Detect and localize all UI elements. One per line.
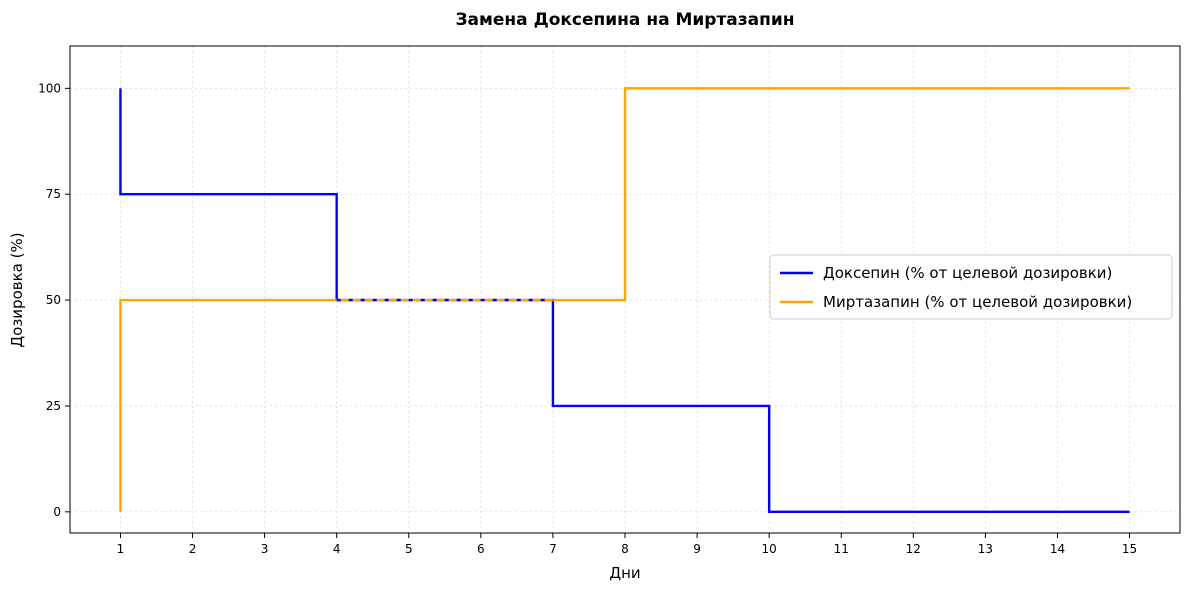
x-tick-label: 13 xyxy=(978,542,993,556)
x-axis-ticks: 1 2 3 4 5 6 7 8 9 10 11 12 13 14 15 xyxy=(117,533,1137,556)
x-tick-label: 9 xyxy=(693,542,701,556)
x-tick-label: 11 xyxy=(834,542,849,556)
series-lines xyxy=(119,87,1130,514)
x-tick-label: 6 xyxy=(477,542,485,556)
series-line-2 xyxy=(119,87,1130,512)
legend-frame xyxy=(769,254,1173,320)
y-tick-label: 50 xyxy=(46,293,61,307)
legend-label-1: Доксепин (% от целевой дозировки) xyxy=(823,264,1112,282)
y-tick-label: 75 xyxy=(46,187,61,201)
x-axis-label: Дни xyxy=(609,564,640,582)
x-tick-label: 4 xyxy=(333,542,341,556)
y-tick-label: 100 xyxy=(38,81,61,95)
x-tick-label: 3 xyxy=(261,542,269,556)
x-tick-label: 10 xyxy=(762,542,777,556)
x-tick-label: 15 xyxy=(1122,542,1137,556)
x-tick-label: 2 xyxy=(189,542,197,556)
y-tick-label: 25 xyxy=(46,399,61,413)
chart-title: Замена Доксепина на Миртазапин xyxy=(455,10,794,30)
legend-label-2: Миртазапин (% от целевой дозировки) xyxy=(823,293,1132,311)
y-tick-label: 0 xyxy=(53,505,61,519)
x-tick-label: 5 xyxy=(405,542,413,556)
x-tick-label: 12 xyxy=(906,542,921,556)
legend: Доксепин (% от целевой дозировки) Миртаза… xyxy=(769,254,1173,320)
y-axis-label: Дозировка (%) xyxy=(8,232,26,347)
x-tick-label: 8 xyxy=(621,542,629,556)
y-axis-ticks: 0 25 50 75 100 xyxy=(38,81,70,519)
x-tick-label: 1 xyxy=(117,542,125,556)
x-tick-label: 7 xyxy=(549,542,557,556)
x-tick-label: 14 xyxy=(1050,542,1065,556)
